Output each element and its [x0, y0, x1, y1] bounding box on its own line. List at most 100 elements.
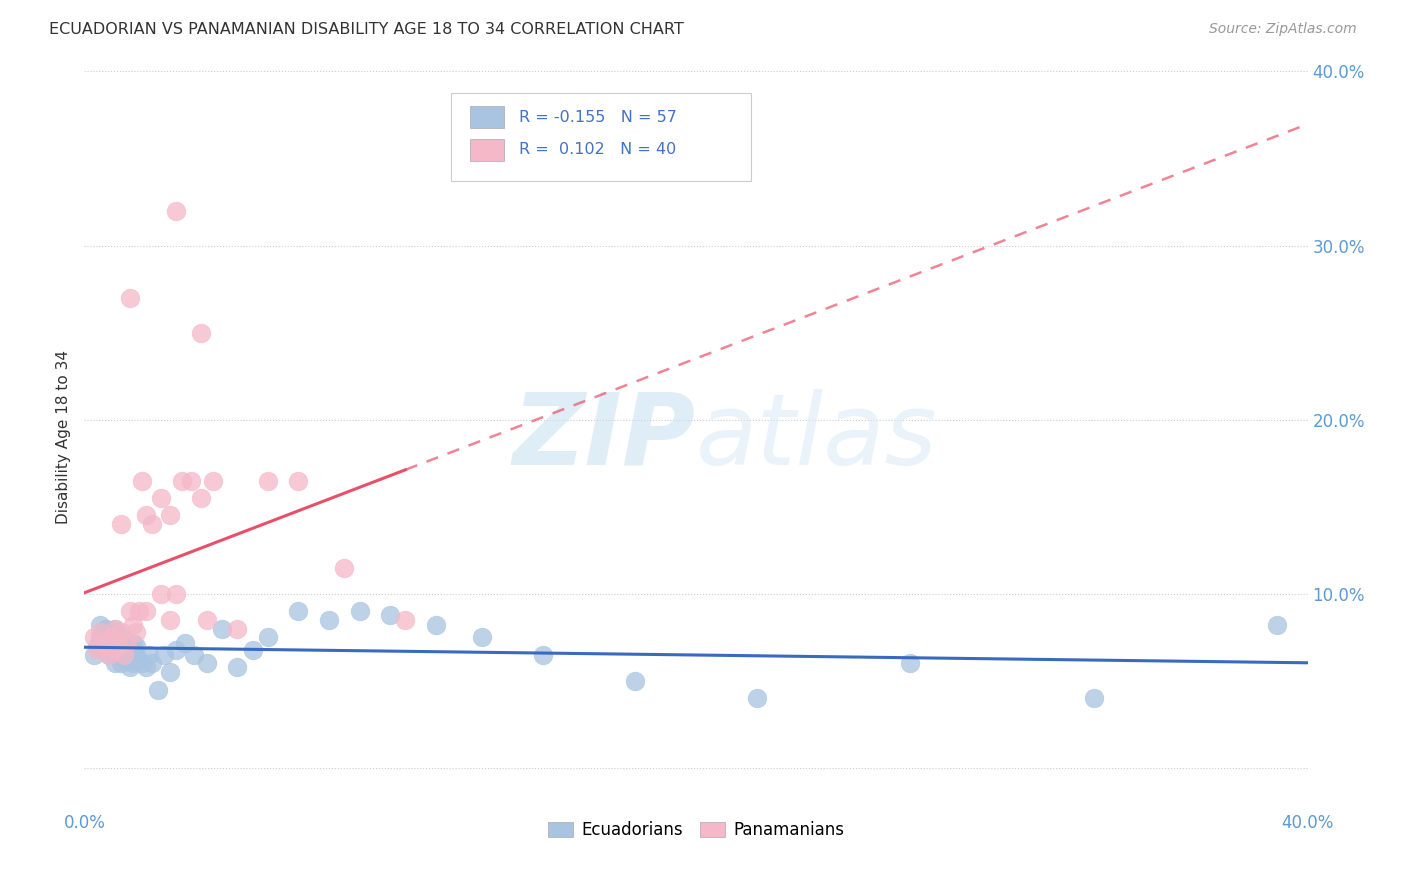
Point [1265, 618, 1288, 632]
Point [135, 508, 157, 523]
Point [112, 648, 135, 662]
Point [165, 203, 187, 218]
Point [91, 625, 114, 640]
Point [97, 648, 120, 662]
Point [110, 657, 132, 671]
Point [101, 625, 124, 640]
Point [104, 642, 127, 657]
Point [120, 642, 142, 657]
Point [125, 625, 148, 640]
Point [180, 474, 202, 488]
Point [86, 642, 108, 657]
Point [153, 648, 176, 662]
Point [91, 639, 114, 653]
FancyBboxPatch shape [470, 138, 503, 161]
Point [131, 474, 153, 488]
Point [146, 682, 169, 697]
Point [104, 622, 127, 636]
Point [128, 653, 150, 667]
Point [104, 642, 127, 657]
Point [107, 635, 129, 649]
Point [1083, 691, 1105, 706]
Text: Source: ZipAtlas.com: Source: ZipAtlas.com [1209, 22, 1357, 37]
Text: atlas: atlas [696, 389, 938, 485]
Point [89, 631, 111, 645]
Point [257, 474, 280, 488]
Point [110, 631, 132, 645]
Point [149, 491, 172, 505]
Point [226, 660, 249, 674]
Point [122, 635, 145, 649]
Point [101, 639, 124, 653]
Point [122, 657, 145, 671]
Point [425, 618, 447, 632]
Point [195, 657, 218, 671]
FancyBboxPatch shape [470, 106, 503, 128]
Point [394, 613, 416, 627]
Point [131, 657, 153, 671]
Point [128, 604, 150, 618]
Point [190, 491, 212, 505]
Point [112, 639, 135, 653]
Point [107, 635, 129, 649]
Point [898, 657, 921, 671]
Point [122, 618, 145, 632]
Point [94, 622, 117, 636]
Point [287, 604, 309, 618]
Point [110, 625, 132, 640]
Point [380, 607, 402, 622]
Point [159, 508, 181, 523]
Point [624, 673, 647, 688]
Point [174, 635, 197, 649]
Text: ECUADORIAN VS PANAMANIAN DISABILITY AGE 18 TO 34 CORRELATION CHART: ECUADORIAN VS PANAMANIAN DISABILITY AGE … [49, 22, 683, 37]
Point [115, 635, 138, 649]
Point [135, 604, 157, 618]
Point [190, 326, 212, 340]
Point [83, 631, 105, 645]
Point [120, 291, 142, 305]
Point [125, 639, 148, 653]
Point [165, 642, 187, 657]
Point [120, 660, 142, 674]
Point [112, 642, 135, 657]
Point [104, 622, 127, 636]
Point [141, 657, 163, 671]
Point [257, 631, 280, 645]
Point [287, 474, 309, 488]
Point [97, 631, 120, 645]
Point [138, 648, 160, 662]
Point [211, 622, 233, 636]
Point [195, 613, 218, 627]
Point [83, 648, 105, 662]
Point [333, 560, 356, 574]
Point [125, 648, 148, 662]
Point [94, 635, 117, 649]
Point [149, 587, 172, 601]
Point [531, 648, 554, 662]
Point [94, 635, 117, 649]
Text: ZIP: ZIP [513, 389, 696, 485]
Text: R =  0.102   N = 40: R = 0.102 N = 40 [519, 142, 676, 157]
Point [115, 653, 138, 667]
Legend: Ecuadorians, Panamanians: Ecuadorians, Panamanians [541, 814, 851, 846]
Point [86, 639, 108, 653]
Point [159, 613, 181, 627]
Point [104, 657, 127, 671]
Point [110, 517, 132, 532]
Point [201, 474, 224, 488]
Point [107, 648, 129, 662]
Point [101, 631, 124, 645]
Point [115, 635, 138, 649]
Point [471, 631, 494, 645]
Point [318, 613, 340, 627]
Point [89, 618, 111, 632]
Point [747, 691, 769, 706]
Point [141, 517, 163, 532]
Point [242, 642, 264, 657]
Point [349, 604, 371, 618]
Y-axis label: Disability Age 18 to 34: Disability Age 18 to 34 [56, 350, 72, 524]
Point [89, 625, 111, 640]
Point [226, 622, 249, 636]
Text: R = -0.155   N = 57: R = -0.155 N = 57 [519, 110, 676, 125]
Point [120, 604, 142, 618]
